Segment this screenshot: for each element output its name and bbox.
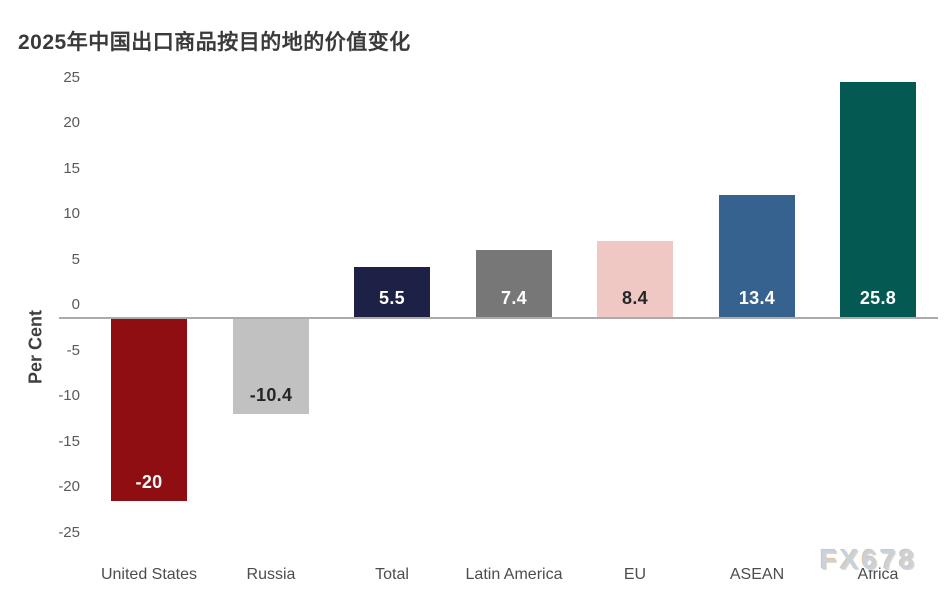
- bar-russia: -10.4: [233, 319, 309, 414]
- chart-title: 2025年中国出口商品按目的地的价值变化: [18, 31, 411, 54]
- bar-value-label: 8.4: [622, 288, 648, 308]
- bar-value-label: -10.4: [249, 385, 293, 405]
- bar-eu: 8.4: [597, 241, 673, 317]
- bar-value-label: 13.4: [738, 288, 776, 308]
- bar-united-states: -20: [111, 319, 187, 501]
- bar-latin-america: 7.4: [476, 250, 552, 317]
- x-category-label-africa: Africa: [857, 566, 899, 583]
- x-category-label-eu: EU: [623, 566, 647, 583]
- bar-africa: 25.8: [840, 82, 916, 317]
- y-tick-label: 10: [63, 205, 80, 222]
- y-tick-label: -10: [58, 387, 80, 404]
- bar-total: 5.5: [354, 267, 430, 317]
- bar-asean: 13.4: [719, 195, 795, 317]
- x-category-label-asean: ASEAN: [729, 566, 785, 583]
- y-tick-label: 5: [71, 250, 80, 268]
- x-axis-line: [59, 317, 938, 319]
- x-category-label-total: Total: [375, 566, 409, 583]
- x-category-label-russia: Russia: [246, 566, 296, 583]
- bar-value-label: -20: [135, 472, 163, 492]
- y-tick-label: 0: [71, 296, 80, 313]
- bar-value-label: 5.5: [379, 288, 405, 308]
- x-category-label-united-states: United States: [100, 566, 198, 583]
- y-tick-label: -20: [58, 478, 80, 495]
- x-category-label-latin-america: Latin America: [465, 566, 563, 583]
- y-tick-label: 25: [63, 68, 80, 86]
- y-tick-label: -25: [58, 523, 80, 541]
- y-tick-label: 20: [63, 114, 80, 131]
- y-tick-label: -15: [58, 432, 80, 450]
- bar-value-label: 25.8: [859, 288, 897, 308]
- y-tick-label: -5: [66, 341, 80, 359]
- y-tick-label: 15: [63, 159, 80, 177]
- watermark-logo: FX678: [820, 544, 918, 575]
- bar-value-label: 7.4: [501, 288, 527, 308]
